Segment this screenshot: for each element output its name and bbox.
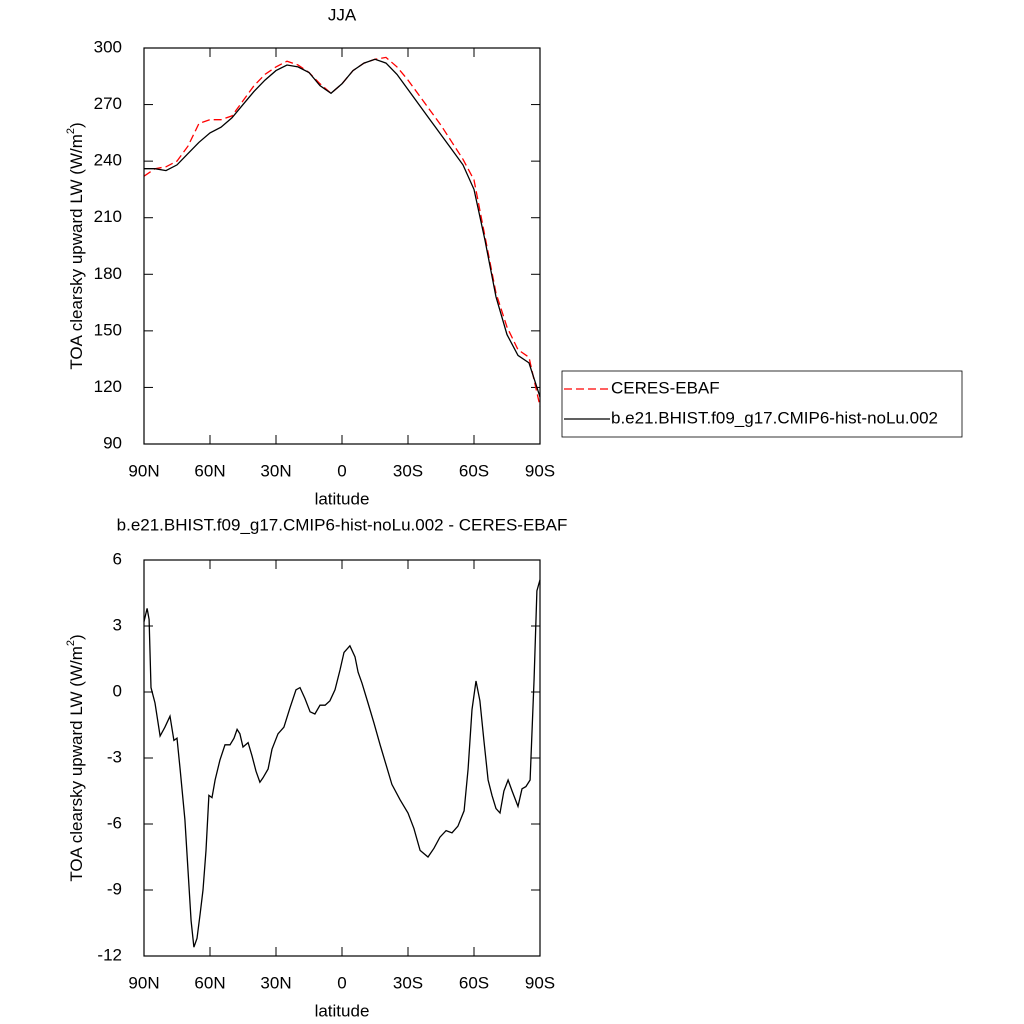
x-tick-label: 30N <box>260 973 291 992</box>
y-tick-label: 240 <box>94 151 122 170</box>
x-tick-label: 30S <box>393 973 423 992</box>
chart-title: b.e21.BHIST.f09_g17.CMIP6-hist-noLu.002 … <box>117 515 568 534</box>
y-tick-label: 0 <box>113 681 122 700</box>
data-line <box>143 579 541 948</box>
x-axis-label: latitude <box>315 1001 370 1020</box>
y-axis-label-end: ) <box>67 634 86 640</box>
x-tick-label: 60N <box>194 973 225 992</box>
x-axis-label: latitude <box>315 489 370 508</box>
x-tick-label: 0 <box>337 973 346 992</box>
legend-label: b.e21.BHIST.f09_g17.CMIP6-hist-noLu.002 <box>611 408 938 427</box>
x-tick-label: 90S <box>525 973 555 992</box>
y-tick-label: 150 <box>94 320 122 339</box>
y-tick-label: 300 <box>94 37 122 56</box>
y-tick-label: 180 <box>94 264 122 283</box>
chart-title: JJA <box>328 5 357 24</box>
y-axis-label-text: TOA clearsky upward LW (W/m <box>67 134 86 370</box>
y-tick-label: 3 <box>113 615 122 634</box>
x-tick-label: 90N <box>128 973 159 992</box>
y-axis-label-end: ) <box>67 122 86 128</box>
y-tick-label: 210 <box>94 207 122 226</box>
y-tick-label: -9 <box>107 879 122 898</box>
y-tick-label: -3 <box>107 747 122 766</box>
y-tick-label: 270 <box>94 94 122 113</box>
plot-frame <box>143 559 541 957</box>
y-tick-label: -6 <box>107 813 122 832</box>
data-line <box>143 56 541 407</box>
y-axis-label-sup: 2 <box>65 640 77 646</box>
data-line <box>144 58 541 398</box>
plot-frame <box>143 47 541 445</box>
x-tick-label: 60S <box>459 973 489 992</box>
legend-label: CERES-EBAF <box>611 378 720 397</box>
y-tick-label: -12 <box>97 945 122 964</box>
x-tick-label: 0 <box>337 461 346 480</box>
x-tick-label: 60N <box>194 461 225 480</box>
x-tick-label: 30N <box>260 461 291 480</box>
x-tick-label: 60S <box>459 461 489 480</box>
legend-box <box>561 370 963 438</box>
x-tick-label: 90S <box>525 461 555 480</box>
y-axis-label-text: TOA clearsky upward LW (W/m <box>67 646 86 882</box>
y-tick-label: 90 <box>103 433 122 452</box>
y-tick-label: 120 <box>94 377 122 396</box>
y-axis-label-sup: 2 <box>65 128 77 134</box>
x-tick-label: 30S <box>393 461 423 480</box>
x-tick-label: 90N <box>128 461 159 480</box>
y-tick-label: 6 <box>113 549 122 568</box>
y-axis-label: TOA clearsky upward LW (W/m2) <box>65 122 87 369</box>
y-axis-label: TOA clearsky upward LW (W/m2) <box>65 634 87 881</box>
